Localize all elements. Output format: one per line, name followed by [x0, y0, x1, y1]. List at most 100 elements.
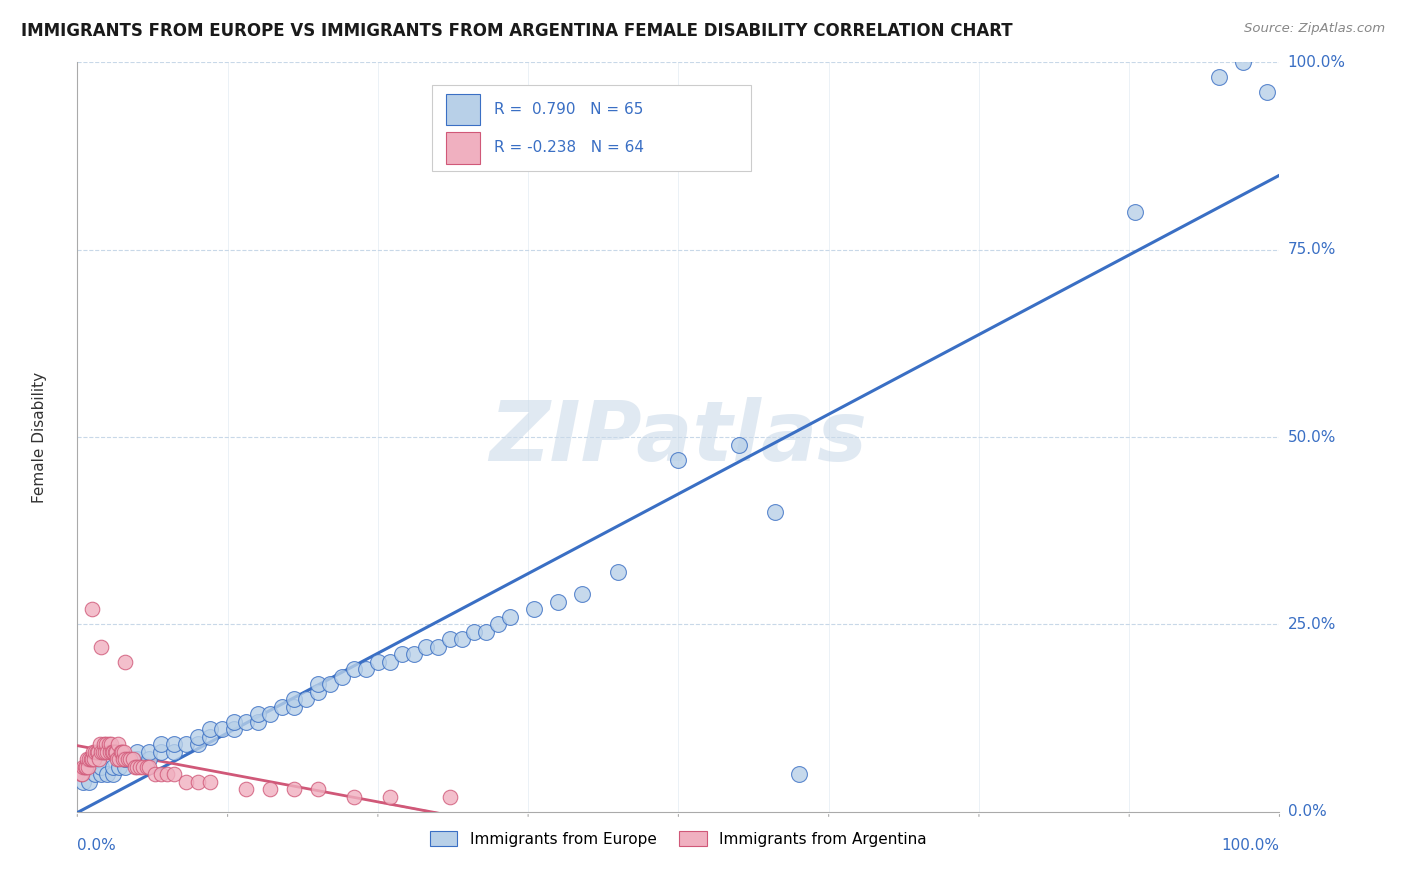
Point	[211, 723, 233, 737]
Point	[391, 648, 413, 662]
Text: R = -0.238   N = 64: R = -0.238 N = 64	[495, 140, 644, 155]
Point	[186, 730, 209, 744]
Point	[104, 745, 127, 759]
Point	[439, 789, 461, 804]
Point	[156, 767, 179, 781]
Point	[174, 774, 197, 789]
Point	[307, 685, 329, 699]
Point	[127, 760, 149, 774]
Point	[103, 760, 125, 774]
Point	[108, 752, 131, 766]
Point	[378, 655, 401, 669]
Point	[1208, 70, 1230, 85]
Point	[70, 767, 93, 781]
Point	[101, 745, 124, 759]
Point	[499, 610, 522, 624]
Bar	[446, 94, 479, 126]
Point	[114, 655, 136, 669]
Point	[145, 767, 167, 781]
FancyBboxPatch shape	[432, 85, 751, 171]
Point	[343, 662, 366, 676]
Point	[162, 737, 184, 751]
Point	[246, 707, 269, 722]
Point	[84, 767, 107, 781]
Point	[235, 714, 257, 729]
Point	[259, 707, 281, 722]
Point	[343, 789, 366, 804]
Point	[77, 760, 100, 774]
Point	[174, 737, 197, 751]
Point	[186, 774, 209, 789]
Point	[97, 737, 120, 751]
Text: Female Disability: Female Disability	[32, 371, 48, 503]
Point	[198, 774, 221, 789]
Point	[486, 617, 509, 632]
Point	[222, 723, 245, 737]
Point	[198, 730, 221, 744]
Point	[132, 760, 155, 774]
Point	[121, 752, 143, 766]
Point	[607, 565, 630, 579]
Point	[475, 624, 498, 639]
Text: 0.0%: 0.0%	[1288, 805, 1326, 819]
Point	[86, 745, 108, 759]
Point	[114, 752, 136, 766]
Point	[100, 737, 122, 751]
Point	[294, 692, 316, 706]
Point	[451, 632, 474, 647]
Text: 0.0%: 0.0%	[77, 838, 117, 853]
Point	[73, 760, 96, 774]
Point	[427, 640, 450, 654]
Point	[96, 737, 118, 751]
Point	[727, 437, 749, 451]
Point	[198, 723, 221, 737]
Point	[283, 782, 305, 797]
Point	[82, 745, 104, 759]
Point	[402, 648, 425, 662]
Text: Source: ZipAtlas.com: Source: ZipAtlas.com	[1244, 22, 1385, 36]
Point	[114, 752, 136, 766]
Point	[523, 602, 546, 616]
Point	[307, 782, 329, 797]
Text: 75.0%: 75.0%	[1288, 243, 1336, 257]
Text: R =  0.790   N = 65: R = 0.790 N = 65	[495, 103, 644, 117]
Point	[104, 745, 127, 759]
Point	[83, 752, 105, 766]
Point	[79, 752, 101, 766]
Point	[124, 760, 146, 774]
Point	[283, 699, 305, 714]
Point	[79, 774, 101, 789]
Text: IMMIGRANTS FROM EUROPE VS IMMIGRANTS FROM ARGENTINA FEMALE DISABILITY CORRELATIO: IMMIGRANTS FROM EUROPE VS IMMIGRANTS FRO…	[21, 22, 1012, 40]
Text: 100.0%: 100.0%	[1288, 55, 1346, 70]
Point	[378, 789, 401, 804]
Point	[80, 752, 103, 766]
Text: 100.0%: 100.0%	[1222, 838, 1279, 853]
Point	[90, 760, 112, 774]
Point	[186, 737, 209, 751]
Point	[150, 745, 173, 759]
Point	[72, 760, 94, 774]
Point	[108, 760, 131, 774]
Point	[162, 745, 184, 759]
Point	[70, 767, 93, 781]
Point	[128, 760, 150, 774]
Text: ZIPatlas: ZIPatlas	[489, 397, 868, 477]
Point	[93, 737, 115, 751]
Point	[89, 737, 111, 751]
Point	[80, 602, 103, 616]
Point	[84, 745, 107, 759]
Point	[90, 767, 112, 781]
Text: 25.0%: 25.0%	[1288, 617, 1336, 632]
Point	[79, 752, 101, 766]
Point	[1232, 55, 1254, 70]
Point	[96, 767, 118, 781]
Point	[668, 452, 690, 467]
Point	[136, 760, 159, 774]
Point	[127, 745, 149, 759]
Point	[75, 760, 97, 774]
Point	[150, 737, 173, 751]
Legend: Immigrants from Europe, Immigrants from Argentina: Immigrants from Europe, Immigrants from …	[423, 825, 934, 853]
Point	[415, 640, 437, 654]
Point	[354, 662, 377, 676]
Point	[330, 670, 353, 684]
